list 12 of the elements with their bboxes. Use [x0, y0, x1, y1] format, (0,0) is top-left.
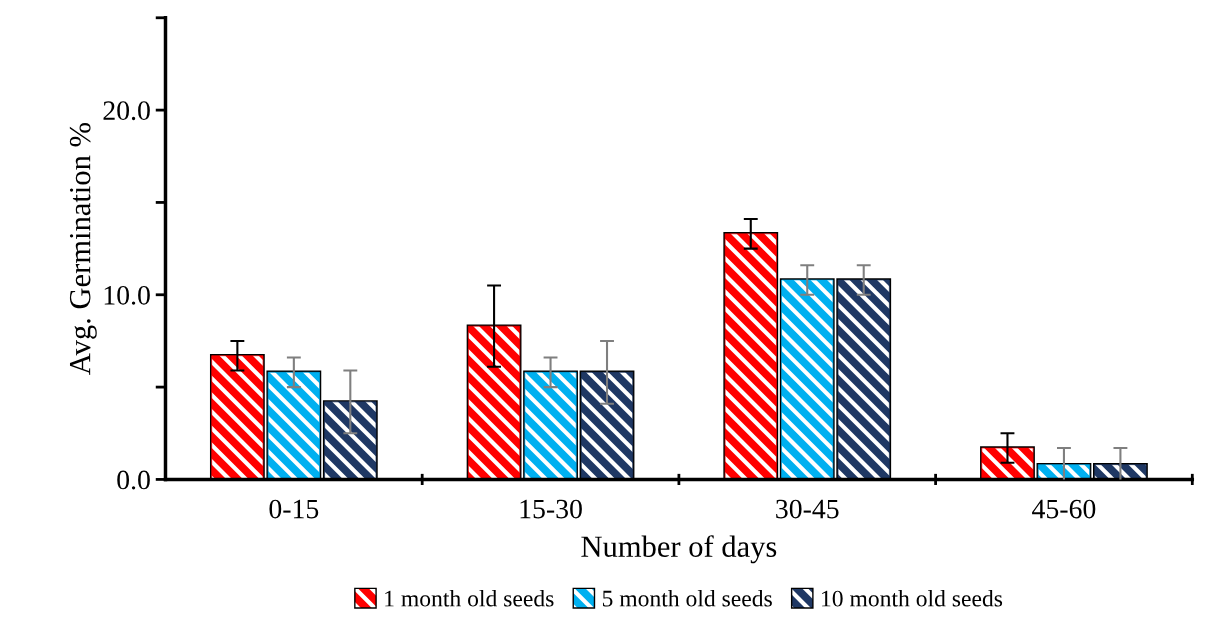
x-tick-label: 15-30	[520, 499, 582, 519]
legend-label: 10 month old seeds	[822, 589, 1003, 607]
y-tick-label: 10.0	[104, 285, 150, 305]
x-tick-label: 45-60	[1032, 499, 1096, 519]
x-tick-label: 0-15	[269, 499, 319, 519]
x-tick-label: 30-45	[776, 499, 839, 519]
x-axis-title: Number of days	[581, 535, 777, 564]
legend-label: 5 month old seeds	[602, 589, 772, 607]
y-axis-title: Avg. Germination %	[69, 123, 97, 375]
y-tick-label: 0.0	[117, 470, 150, 490]
legend-label: 1 month old seeds	[385, 589, 554, 607]
y-tick-label: 20.0	[103, 101, 150, 121]
